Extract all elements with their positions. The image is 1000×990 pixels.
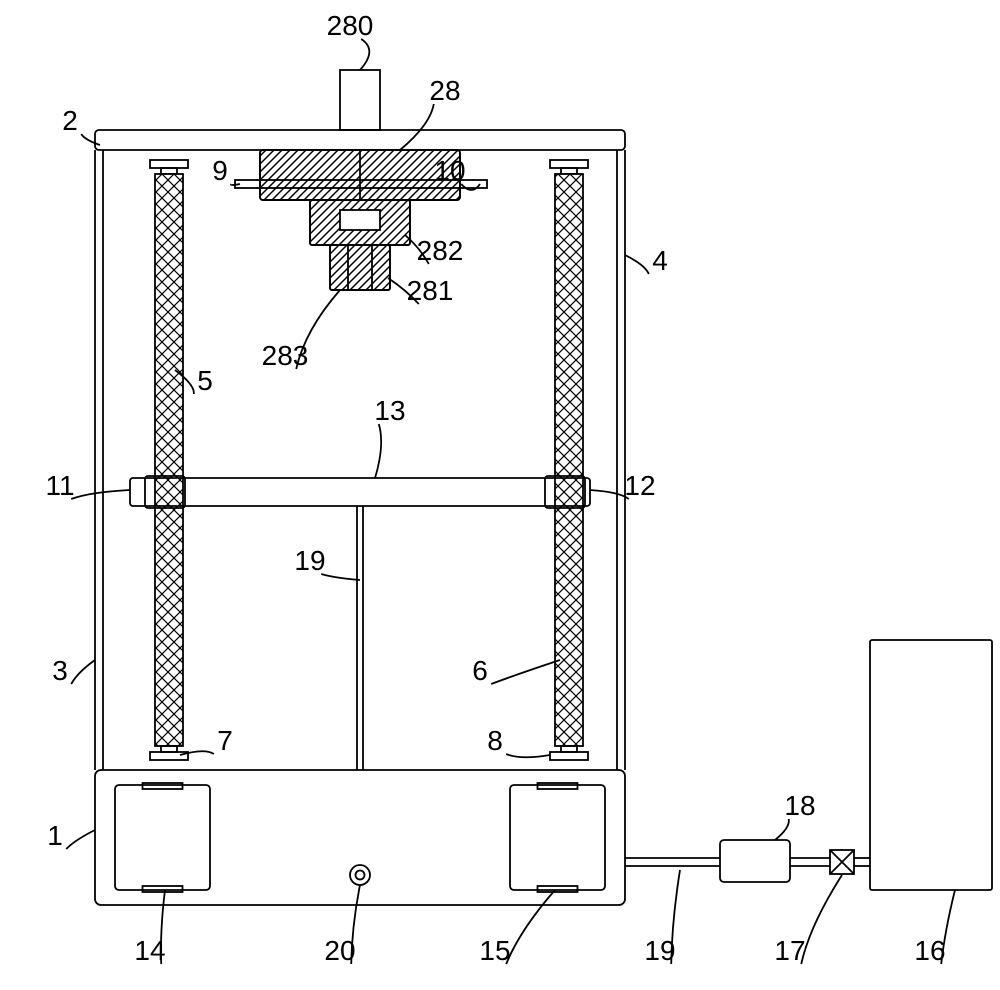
leader-9 [231,184,240,185]
callout-8: 8 [487,725,503,756]
callout-1: 1 [47,820,63,851]
callout-281: 281 [407,275,454,306]
diagram-svg: 2802829102822812834513111219367811420151… [0,0,1000,990]
callout-11: 11 [45,470,74,501]
leader-3 [71,660,95,684]
leader-280 [360,39,369,70]
leader-16 [941,890,955,964]
leader-2 [81,134,100,145]
leader-19 [321,574,360,580]
callout-28: 28 [429,75,460,106]
callout-2: 2 [62,105,78,136]
callout-5: 5 [197,365,213,396]
callout-19: 19 [294,545,325,576]
leader-1 [66,830,95,849]
leader-8 [506,754,550,757]
leader-19 [671,870,680,964]
callout-4: 4 [652,245,668,276]
callout-13: 13 [374,395,405,426]
leader-11 [71,490,130,499]
leader-28 [400,104,434,150]
callout-10: 10 [434,155,465,186]
callout-12: 12 [624,470,655,501]
callout-7: 7 [217,725,233,756]
callout-9: 9 [212,155,228,186]
leader-12 [590,490,629,499]
callout-283: 283 [262,340,309,371]
callout-6: 6 [472,655,488,686]
leader-18 [775,819,789,840]
callout-280: 280 [327,10,374,41]
leader-15 [506,890,555,964]
callout-18: 18 [784,790,815,821]
leader-4 [625,255,649,274]
callout-3: 3 [52,655,68,686]
leader-17 [801,875,842,964]
leader-13 [375,424,381,478]
leader-6 [491,660,560,684]
callout-282: 282 [417,235,464,266]
callout-15: 15 [479,935,510,966]
